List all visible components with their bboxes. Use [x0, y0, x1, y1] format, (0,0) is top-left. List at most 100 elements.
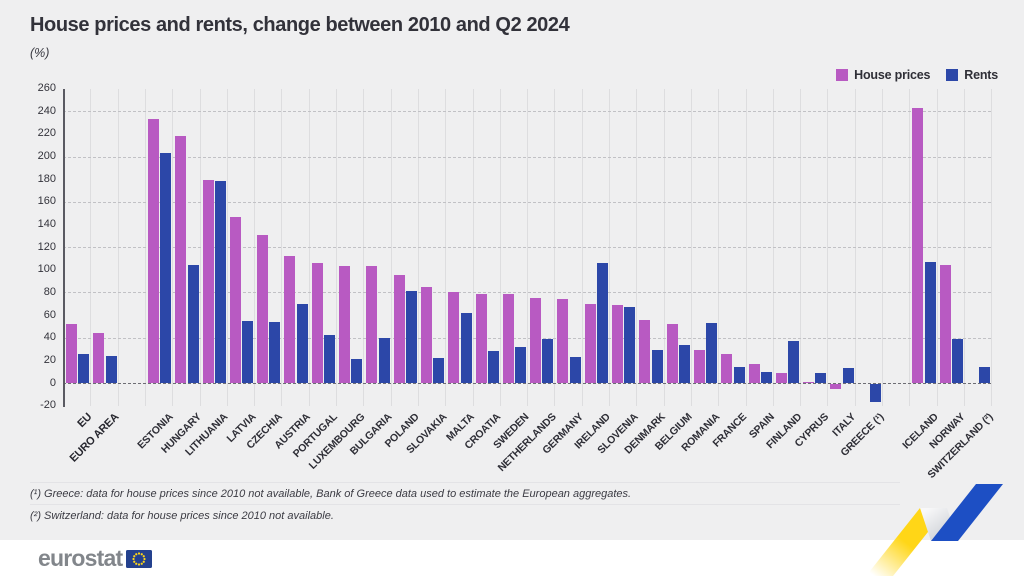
bar-rents-portugal — [324, 335, 335, 383]
bar-house-prices-poland — [393, 275, 405, 383]
bar-house-prices-bulgaria — [366, 266, 378, 383]
bar-rents-bulgaria — [378, 337, 390, 383]
bar-rents-germany — [569, 356, 581, 383]
rents-swatch — [946, 69, 959, 81]
legend-label-rents: Rents — [964, 68, 998, 82]
gridline-160 — [63, 201, 991, 203]
y-axis-tick: 60 — [43, 308, 56, 321]
bar-rents-spain — [760, 371, 772, 383]
bar-rents-austria — [296, 303, 308, 383]
y-axis-tick: 140 — [37, 218, 56, 230]
bar-rents-slovenia — [624, 307, 636, 383]
bar-house-prices-finland — [775, 372, 787, 383]
bar-rents-lithuania — [214, 181, 226, 383]
y-axis-tick: 20 — [43, 353, 56, 366]
bar-house-prices-belgium — [666, 324, 678, 383]
bar-house-prices-hungary — [175, 136, 187, 383]
chart-unit-label: (%) — [30, 46, 50, 60]
bar-house-prices-sweden — [502, 293, 514, 383]
x-axis-label-text: EU — [75, 411, 95, 431]
y-axis-tick: 0 — [49, 376, 56, 389]
bar-house-prices-portugal — [311, 262, 323, 383]
bar-rents-czechia — [269, 321, 281, 383]
gridline-40 — [63, 337, 991, 339]
y-axis-tick: 180 — [37, 172, 56, 185]
bar-house-prices-slovakia — [420, 286, 432, 383]
bar-house-prices-norway — [939, 265, 951, 383]
bar-house-prices-latvia — [229, 216, 241, 383]
zero-line — [63, 383, 991, 384]
bar-rents-slovakia — [433, 358, 445, 383]
gridline-120 — [63, 247, 991, 249]
bar-house-prices-czechia — [257, 234, 269, 383]
bar-house-prices-germany — [557, 299, 569, 383]
footnote-switzerland: (²) Switzerland: data for house prices s… — [30, 504, 900, 526]
gridline-80 — [63, 292, 991, 294]
y-axis-tick: 80 — [43, 285, 56, 298]
y-axis-tick: 100 — [37, 263, 56, 276]
bar-house-prices-croatia — [475, 293, 487, 383]
bar-house-prices-slovenia — [612, 304, 623, 383]
footer-bar — [0, 540, 1024, 576]
bar-rents-poland — [405, 291, 417, 383]
bar-rents-netherlands — [542, 338, 554, 383]
bar-house-prices-ireland — [584, 303, 596, 383]
y-axis-tick: 240 — [37, 104, 56, 117]
y-axis-tick: 200 — [37, 150, 56, 163]
bar-rents-sweden — [515, 346, 527, 383]
eu-flag-icon — [126, 549, 153, 568]
bar-house-prices-spain — [748, 363, 760, 383]
bar-rents-denmark — [651, 350, 663, 383]
y-axis-tick: 220 — [37, 127, 56, 140]
bar-house-prices-luxembourg — [339, 266, 350, 383]
bar-rents-euro-area — [105, 355, 117, 383]
bar-rents-france — [733, 367, 745, 383]
bar-house-prices-lithuania — [202, 180, 214, 383]
footnotes: (¹) Greece: data for house prices since … — [30, 482, 900, 526]
gridline-200 — [63, 156, 991, 158]
bar-rents-latvia — [242, 320, 254, 383]
bar-rents-cyprus — [815, 372, 827, 383]
footnote-greece: (¹) Greece: data for house prices since … — [30, 482, 900, 504]
column-separator — [991, 89, 993, 406]
eurostat-logo: eurostat — [38, 545, 153, 572]
bar-house-prices-italy — [830, 384, 842, 389]
house-prices-swatch — [836, 69, 849, 81]
legend-item-house-prices: House prices — [836, 68, 930, 82]
bar-rents-greece- — [870, 384, 881, 403]
bar-house-prices-malta — [448, 292, 460, 383]
bar-rents-finland — [788, 341, 800, 383]
bar-house-prices-romania — [693, 350, 705, 383]
bar-house-prices-eu — [66, 324, 77, 383]
bar-rents-malta — [460, 312, 472, 383]
bar-rents-iceland — [924, 261, 936, 383]
y-axis-tick: 120 — [37, 240, 56, 253]
bar-house-prices-estonia — [147, 119, 159, 383]
bar-house-prices-iceland — [912, 107, 924, 383]
legend-label-house-prices: House prices — [854, 68, 931, 82]
page-title: House prices and rents, change between 2… — [30, 14, 570, 36]
bar-rents-hungary — [187, 265, 199, 383]
bar-house-prices-austria — [284, 256, 296, 383]
bar-house-prices-cyprus — [803, 381, 815, 383]
legend: House prices Rents — [836, 68, 998, 82]
y-axis-tick: -20 — [40, 399, 56, 412]
y-axis-tick: 40 — [43, 331, 56, 344]
bar-rents-italy — [842, 368, 854, 383]
y-axis-tick: 160 — [37, 195, 56, 208]
bar-rents-estonia — [160, 153, 172, 383]
bar-house-prices-euro-area — [93, 333, 105, 383]
y-axis-tick: 260 — [37, 82, 56, 95]
bar-rents-switzerland- — [979, 367, 991, 383]
legend-item-rents: Rents — [946, 68, 998, 82]
gridline-240 — [63, 111, 991, 113]
bar-rents-luxembourg — [351, 359, 363, 383]
eurostat-logo-text: eurostat — [38, 545, 123, 571]
bar-rents-ireland — [597, 262, 608, 383]
y-axis-line — [63, 89, 65, 407]
bar-rents-eu — [78, 353, 90, 383]
bar-house-prices-netherlands — [530, 298, 542, 383]
bar-rents-norway — [951, 338, 963, 383]
statistics-ribbon-decoration — [866, 484, 1003, 576]
bar-rents-croatia — [487, 351, 499, 383]
